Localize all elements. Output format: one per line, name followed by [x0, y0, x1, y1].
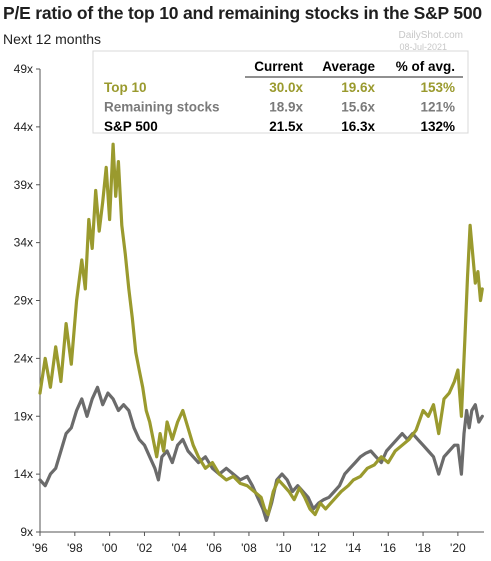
x-tick-label: '14 [346, 541, 362, 555]
table-header: % of avg. [396, 59, 455, 74]
table-header: Average [322, 59, 375, 74]
chart-subtitle: Next 12 months [3, 31, 102, 47]
y-tick-label: 39x [14, 178, 33, 192]
x-tick-label: '98 [67, 541, 83, 555]
x-tick-label: '08 [241, 541, 257, 555]
y-tick-label: 9x [20, 525, 33, 539]
y-tick-label: 49x [14, 62, 33, 76]
chart-title: P/E ratio of the top 10 and remaining st… [3, 3, 482, 23]
table-cell: 16.3x [341, 119, 375, 134]
x-tick-label: '00 [102, 541, 118, 555]
table-cell: 153% [420, 80, 455, 95]
y-tick-label: 29x [14, 294, 33, 308]
table-cell: Top 10 [104, 80, 147, 95]
table-cell: 19.6x [341, 80, 375, 95]
y-tick-label: 44x [14, 120, 33, 134]
table-cell: 18.9x [269, 100, 303, 115]
y-tick-label: 24x [14, 351, 33, 365]
table-cell: Remaining stocks [104, 100, 220, 115]
watermark-date: 08-Jul-2021 [399, 42, 447, 52]
table-cell: 132% [420, 119, 455, 134]
x-tick-label: '06 [206, 541, 222, 555]
x-tick-label: '16 [380, 541, 396, 555]
legend-table-box [92, 50, 469, 134]
x-tick-label: '96 [32, 541, 48, 555]
y-tick-label: 34x [14, 236, 33, 250]
x-tick-label: '02 [137, 541, 153, 555]
y-tick-label: 19x [14, 409, 33, 423]
y-tick-label: 14x [14, 467, 33, 481]
table-cell: S&P 500 [104, 119, 158, 134]
table-cell: 30.0x [269, 80, 303, 95]
table-header: Current [254, 59, 303, 74]
watermark-source: DailyShot.com [399, 30, 463, 41]
x-tick-label: '18 [415, 541, 431, 555]
x-tick-label: '12 [311, 541, 327, 555]
table-cell: 121% [420, 100, 455, 115]
x-tick-label: '20 [450, 541, 466, 555]
x-tick-label: '04 [171, 541, 187, 555]
x-tick-label: '10 [276, 541, 292, 555]
table-cell: 15.6x [341, 100, 375, 115]
table-cell: 21.5x [269, 119, 303, 134]
series-line-top-10 [38, 142, 484, 517]
